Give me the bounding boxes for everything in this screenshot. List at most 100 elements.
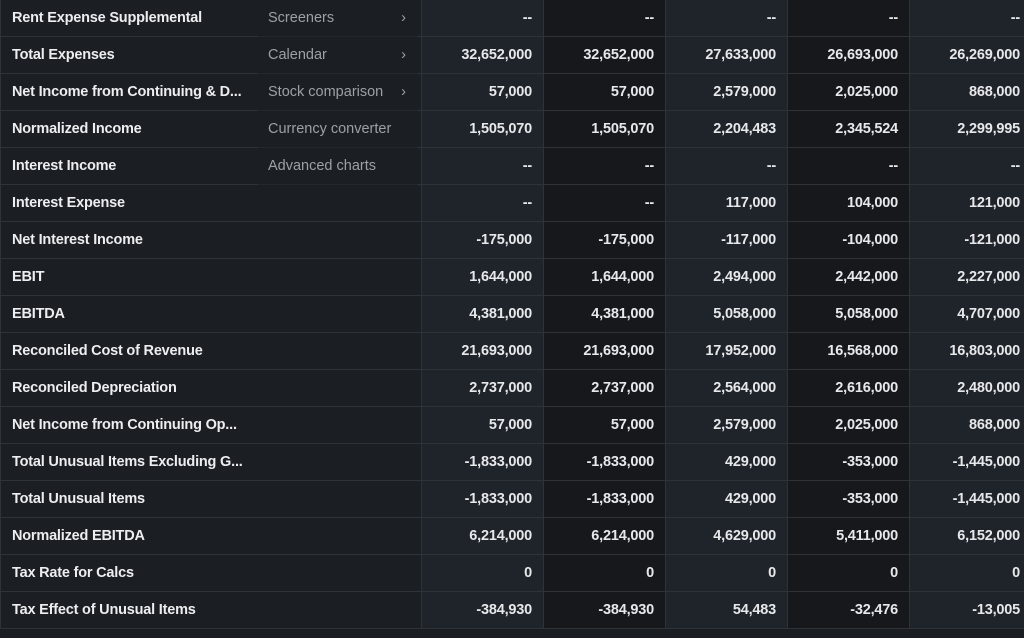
cell-value: 4,381,000 (421, 295, 544, 333)
menu-item-advanced-charts[interactable]: Advanced charts (258, 148, 418, 185)
cell-value: -384,930 (543, 591, 666, 629)
cell-value: 32,652,000 (421, 36, 544, 74)
cell-value: 868,000 (909, 73, 1024, 111)
cell-value: 2,299,995 (909, 110, 1024, 148)
cell-value: -32,476 (787, 591, 910, 629)
cell-value: 1,644,000 (421, 258, 544, 296)
chevron-right-icon: › (401, 10, 406, 26)
table-row: Reconciled Cost of Revenue 21,693,000 21,6… (0, 332, 1024, 370)
cell-value: 429,000 (665, 480, 788, 518)
cell-value: -- (665, 0, 788, 37)
cell-value: -1,833,000 (543, 443, 666, 481)
cell-value: 0 (909, 554, 1024, 592)
menu-item-currency-converter[interactable]: Currency converter (258, 111, 418, 148)
cell-value: -13,005 (909, 591, 1024, 629)
cell-value: -175,000 (421, 221, 544, 259)
cell-value: 26,693,000 (787, 36, 910, 74)
cell-value: 5,058,000 (787, 295, 910, 333)
table-row: Interest Expense -- -- 117,000 104,000 121,00… (0, 184, 1024, 222)
row-label: Total Unusual Items Excluding G... (0, 443, 422, 481)
cell-value: 57,000 (421, 406, 544, 444)
cell-value: 2,579,000 (665, 406, 788, 444)
cell-value: 16,803,000 (909, 332, 1024, 370)
table-row: Tax Effect of Unusual Items -384,930 -384,… (0, 591, 1024, 629)
cell-value: 32,652,000 (543, 36, 666, 74)
cell-value: 121,000 (909, 184, 1024, 222)
table-row: Reconciled Depreciation 2,737,000 2,737,00… (0, 369, 1024, 407)
cell-value: 2,025,000 (787, 73, 910, 111)
row-label: EBITDA (0, 295, 422, 333)
cell-value: -1,833,000 (421, 480, 544, 518)
cell-value: 0 (787, 554, 910, 592)
cell-value: -175,000 (543, 221, 666, 259)
cell-value: 2,494,000 (665, 258, 788, 296)
row-label: Net Income from Continuing Op... (0, 406, 422, 444)
menu-item-stock-comparison[interactable]: Stock comparison › (258, 74, 418, 111)
cell-value: 429,000 (665, 443, 788, 481)
cell-value: 0 (543, 554, 666, 592)
menu-item-label: Screeners (268, 10, 335, 26)
row-label: Total Unusual Items (0, 480, 422, 518)
cell-value: -- (909, 0, 1024, 37)
cell-value: 0 (665, 554, 788, 592)
dropdown-menu: Screeners › Calendar › Stock comparison › Curr… (258, 0, 418, 186)
cell-value: 868,000 (909, 406, 1024, 444)
menu-item-screeners[interactable]: Screeners › (258, 0, 418, 37)
menu-item-label: Stock comparison (268, 84, 384, 100)
cell-value: 1,644,000 (543, 258, 666, 296)
cell-value: -- (543, 147, 666, 185)
cell-value: -1,445,000 (909, 443, 1024, 481)
cell-value: 4,629,000 (665, 517, 788, 555)
row-label: Net Interest Income (0, 221, 422, 259)
chevron-right-icon: › (401, 84, 406, 100)
cell-value: -353,000 (787, 480, 910, 518)
cell-value: -- (909, 147, 1024, 185)
row-label: Tax Rate for Calcs (0, 554, 422, 592)
cell-value: 21,693,000 (421, 332, 544, 370)
table-row: Net Interest Income -175,000 -175,000 -117,… (0, 221, 1024, 259)
cell-value: 2,737,000 (543, 369, 666, 407)
cell-value: 2,227,000 (909, 258, 1024, 296)
table-row: Rent Expense Supplemental -- -- -- -- -- (0, 0, 1024, 37)
cell-value: -1,833,000 (543, 480, 666, 518)
table-row: Normalized EBITDA 6,214,000 6,214,000 4,629… (0, 517, 1024, 555)
cell-value: 1,505,070 (543, 110, 666, 148)
table-row: EBIT 1,644,000 1,644,000 2,494,000 2,442,000… (0, 258, 1024, 296)
cell-value: 2,579,000 (665, 73, 788, 111)
cell-value: -104,000 (787, 221, 910, 259)
cell-value: 117,000 (665, 184, 788, 222)
row-label: Tax Effect of Unusual Items (0, 591, 422, 629)
table-row: Net Income from Continuing Op... 57,000 57… (0, 406, 1024, 444)
cell-value: -121,000 (909, 221, 1024, 259)
cell-value: 5,411,000 (787, 517, 910, 555)
menu-item-label: Calendar (268, 47, 327, 63)
table-row: Interest Income -- -- -- -- -- (0, 147, 1024, 185)
cell-value: -- (421, 147, 544, 185)
cell-value: 2,737,000 (421, 369, 544, 407)
cell-value: -384,930 (421, 591, 544, 629)
table-row: Total Unusual Items Excluding G... -1,833… (0, 443, 1024, 481)
cell-value: 6,152,000 (909, 517, 1024, 555)
menu-item-label: Advanced charts (268, 158, 377, 174)
cell-value: 104,000 (787, 184, 910, 222)
cell-value: 6,214,000 (421, 517, 544, 555)
row-label: EBIT (0, 258, 422, 296)
table-row: Net Income from Continuing & D... 57,000 5… (0, 73, 1024, 111)
cell-value: 27,633,000 (665, 36, 788, 74)
row-label: Interest Expense (0, 184, 422, 222)
table-row: Total Expenses 32,652,000 32,652,000 27,633… (0, 36, 1024, 74)
cell-value: -117,000 (665, 221, 788, 259)
cell-value: -1,445,000 (909, 480, 1024, 518)
cell-value: 57,000 (543, 406, 666, 444)
cell-value: 4,381,000 (543, 295, 666, 333)
cell-value: -- (543, 0, 666, 37)
row-label: Reconciled Cost of Revenue (0, 332, 422, 370)
cell-value: -- (787, 0, 910, 37)
cell-value: 2,204,483 (665, 110, 788, 148)
cell-value: 17,952,000 (665, 332, 788, 370)
cell-value: -- (665, 147, 788, 185)
menu-item-calendar[interactable]: Calendar › (258, 37, 418, 74)
cell-value: -- (421, 184, 544, 222)
cell-value: 0 (421, 554, 544, 592)
